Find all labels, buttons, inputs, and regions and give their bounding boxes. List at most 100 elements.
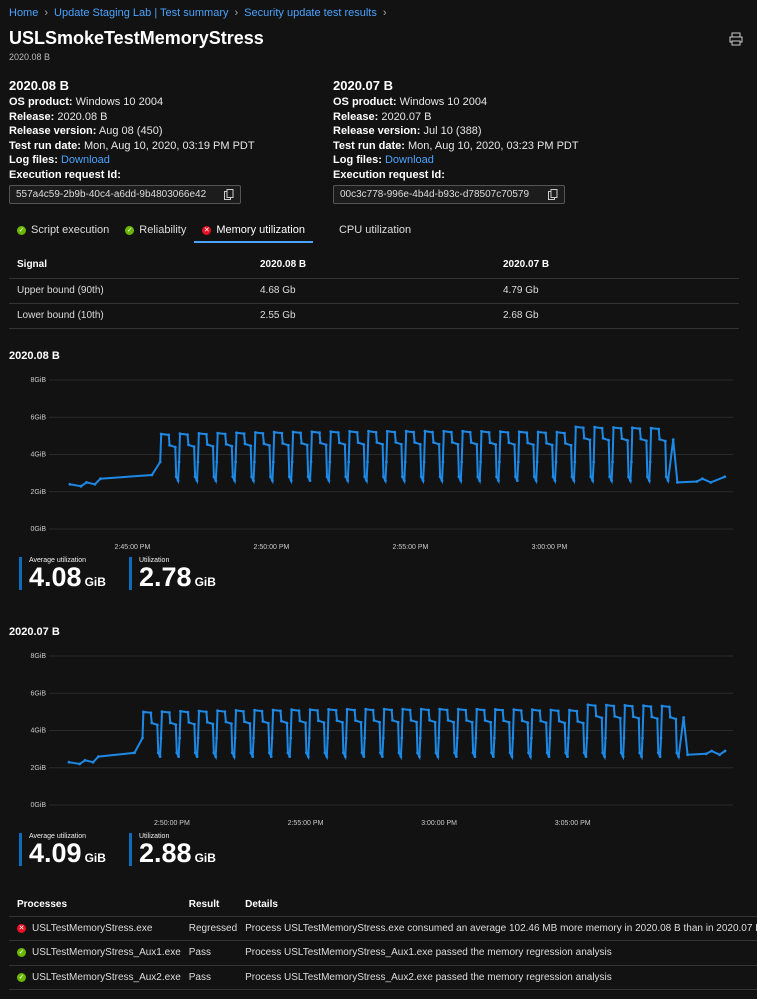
data-point — [223, 710, 227, 713]
data-point — [214, 755, 218, 758]
memory-series-line — [68, 703, 726, 766]
data-point — [567, 736, 570, 740]
table-row[interactable]: ✕ USLTestMemoryStress.exe Regressed Proce… — [9, 916, 757, 941]
data-point — [581, 721, 585, 725]
table-cell: 4.68 Gb — [252, 278, 495, 304]
process-name: USLTestMemoryStress.exe — [32, 922, 153, 934]
data-point — [610, 479, 613, 482]
data-point — [460, 460, 464, 464]
data-point — [174, 723, 178, 726]
data-point — [242, 432, 246, 436]
data-point — [668, 705, 671, 709]
copy-icon[interactable] — [224, 189, 234, 200]
data-point — [243, 720, 246, 723]
data-point — [216, 431, 220, 435]
data-point — [356, 441, 360, 444]
data-point — [658, 437, 661, 441]
y-tick-label: 2GiB — [30, 765, 46, 772]
test-run-date-row: Test run date: Mon, Aug 10, 2020, 03:23 … — [333, 139, 579, 152]
data-point — [456, 707, 460, 711]
check-circle-icon: ✓ — [125, 225, 135, 235]
data-point — [532, 443, 535, 447]
release-row: Release: 2020.07 B — [333, 110, 432, 123]
data-point — [585, 736, 589, 740]
data-point — [648, 460, 652, 464]
data-point — [514, 475, 517, 479]
data-point — [544, 431, 547, 435]
download-link[interactable]: Download — [60, 154, 110, 166]
data-point — [401, 475, 404, 479]
print-icon[interactable] — [729, 32, 743, 46]
data-point — [418, 736, 422, 740]
release-row: Release: 2020.08 B — [9, 110, 108, 123]
tab-memory-utilization[interactable]: ✕ Memory utilization — [194, 218, 313, 243]
data-point — [397, 751, 401, 755]
breadcrumb-test-summary[interactable]: Update Staging Lab | Test summary — [54, 7, 229, 19]
table-header-row: Processes Result Details — [9, 894, 757, 917]
data-point — [291, 430, 295, 434]
data-point — [328, 460, 332, 464]
data-point — [248, 722, 252, 725]
data-point — [337, 441, 341, 445]
tab-reliability[interactable]: ✓ Reliability — [125, 224, 187, 236]
data-point — [482, 708, 486, 712]
memory-chart-2020-08[interactable]: 0GiB 2GiB 4GiB 6GiB 8GiB 2:45:00 PM 2:50:00 PM… — [9, 368, 739, 556]
data-point — [401, 707, 405, 711]
data-point — [355, 431, 359, 434]
data-point — [402, 479, 406, 482]
data-point — [570, 475, 574, 479]
data-point — [385, 460, 388, 464]
data-point — [603, 755, 606, 758]
log-files-row: Log files: Download — [9, 154, 110, 166]
data-point — [563, 721, 567, 725]
data-point — [196, 460, 200, 464]
data-point — [608, 475, 612, 479]
data-point — [363, 475, 367, 479]
data-point — [568, 708, 571, 712]
data-point — [310, 430, 314, 434]
data-point — [177, 755, 181, 758]
table-row[interactable]: ✓ USLTestMemoryStress_Aux2.exe Pass Proce… — [9, 965, 757, 990]
data-point — [427, 708, 430, 712]
data-point — [305, 751, 308, 755]
data-point — [588, 438, 592, 442]
data-point — [675, 751, 679, 755]
data-point — [638, 751, 642, 755]
data-point — [682, 716, 685, 719]
tab-script-execution[interactable]: ✓ Script execution — [17, 224, 110, 236]
tab-cpu-utilization[interactable]: CPU utilization — [338, 224, 412, 236]
data-point — [211, 722, 215, 726]
data-point — [544, 721, 548, 725]
exec-request-id-field[interactable]: 00c3c778-996e-4b4d-b93c-d78507c70579 — [333, 185, 565, 204]
data-point — [179, 709, 182, 713]
data-point — [308, 708, 312, 711]
copy-icon[interactable] — [548, 189, 558, 200]
data-point — [586, 703, 590, 707]
data-point — [99, 477, 102, 481]
data-point — [550, 443, 554, 447]
data-point — [300, 441, 303, 445]
data-point — [534, 479, 538, 482]
breadcrumb-home[interactable]: Home — [9, 7, 39, 19]
data-point — [177, 460, 181, 464]
data-point — [272, 430, 276, 434]
error-circle-icon: ✕ — [17, 923, 26, 933]
data-point — [573, 460, 577, 464]
data-point — [391, 718, 394, 722]
download-link[interactable]: Download — [384, 154, 434, 166]
table-row[interactable]: ✓ USLTestMemoryStress_Aux1.exe Pass Proce… — [9, 940, 757, 966]
data-point — [437, 736, 441, 740]
data-point — [382, 475, 385, 479]
y-tick-label: 8GiB — [30, 653, 46, 660]
test-run-date-row: Test run date: Mon, Aug 10, 2020, 03:19 … — [9, 139, 255, 152]
data-point — [175, 751, 179, 755]
data-point — [619, 427, 623, 430]
data-point — [601, 751, 605, 755]
breadcrumb-security-results[interactable]: Security update test results — [244, 7, 377, 19]
data-point — [490, 751, 493, 755]
data-point — [224, 442, 228, 446]
memory-chart-2020-07[interactable]: 0GiB 2GiB 4GiB 6GiB 8GiB 2:50:00 PM 2:55:00 PM… — [9, 644, 739, 832]
exec-request-id-field[interactable]: 557a4c59-2b9b-40c4-a6dd-9b4803066e42 — [9, 185, 241, 204]
data-point — [612, 426, 615, 429]
data-point — [325, 475, 329, 479]
